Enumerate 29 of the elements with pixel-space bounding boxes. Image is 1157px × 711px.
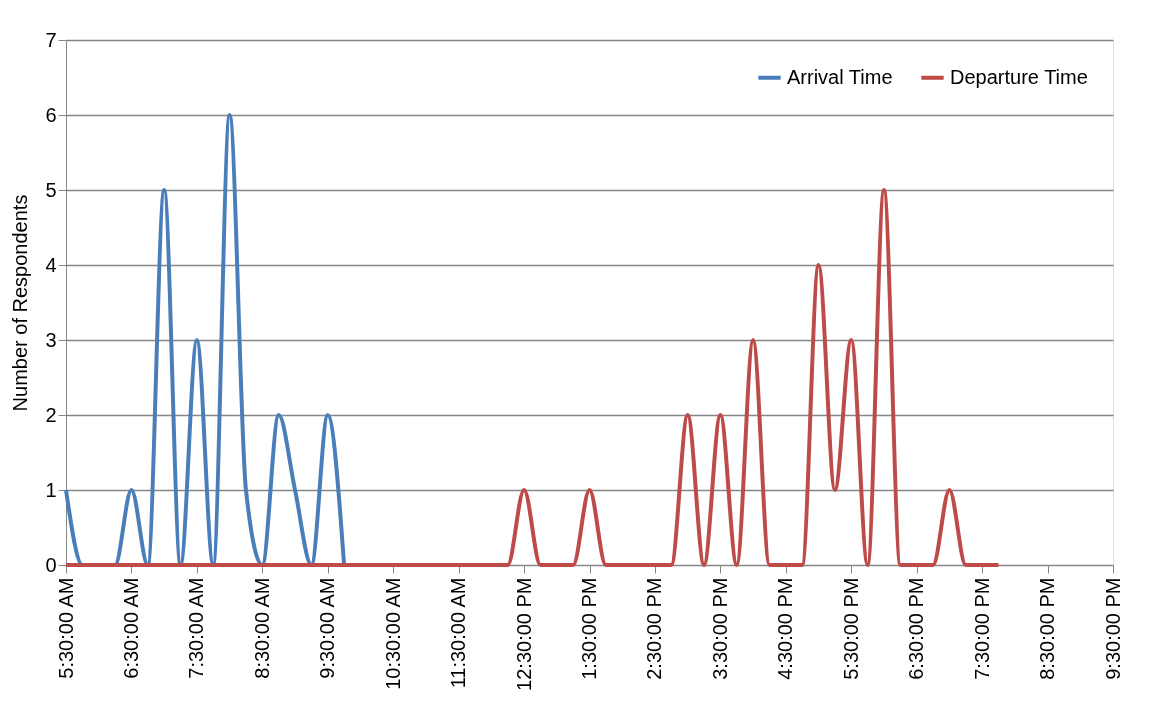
x-tick-label: 2:30:00 PM — [643, 577, 666, 680]
x-tick-label: 4:30:00 PM — [774, 577, 797, 680]
x-tick-label: 9:30:00 AM — [316, 577, 339, 679]
x-tick-label: 5:30:00 AM — [54, 577, 77, 679]
x-tick-label: 8:30:00 PM — [1036, 577, 1059, 680]
y-tick-label: 4 — [45, 253, 57, 276]
x-tick-label: 6:30:00 AM — [119, 577, 142, 679]
x-tick-label: 12:30:00 PM — [512, 577, 535, 691]
y-tick-label: 7 — [45, 28, 57, 51]
y-tick-label: 1 — [45, 478, 57, 501]
y-tick-label: 0 — [45, 553, 57, 576]
x-tick-label: 3:30:00 PM — [708, 577, 731, 680]
y-axis-title: Number of Respondents — [9, 194, 32, 412]
x-tick-label: 8:30:00 AM — [250, 577, 273, 679]
x-tick-label: 9:30:00 PM — [1101, 577, 1124, 680]
legend-label: Departure Time — [950, 65, 1088, 88]
x-tick-label: 11:30:00 AM — [447, 577, 470, 689]
x-tick-label: 10:30:00 AM — [381, 577, 404, 690]
y-tick-label: 6 — [45, 103, 57, 126]
x-tick-label: 5:30:00 PM — [839, 577, 862, 680]
line-series — [64, 188, 1001, 567]
y-tick-label: 5 — [45, 178, 57, 201]
y-tick-label: 2 — [45, 403, 57, 426]
x-tick-label: 7:30:00 AM — [185, 577, 208, 679]
legend-label: Arrival Time — [787, 65, 893, 88]
y-tick-label: 3 — [45, 328, 57, 351]
x-tick-label: 7:30:00 PM — [970, 577, 993, 680]
x-tick-label: 1:30:00 PM — [578, 577, 600, 680]
x-tick-label: 6:30:00 PM — [905, 577, 928, 680]
